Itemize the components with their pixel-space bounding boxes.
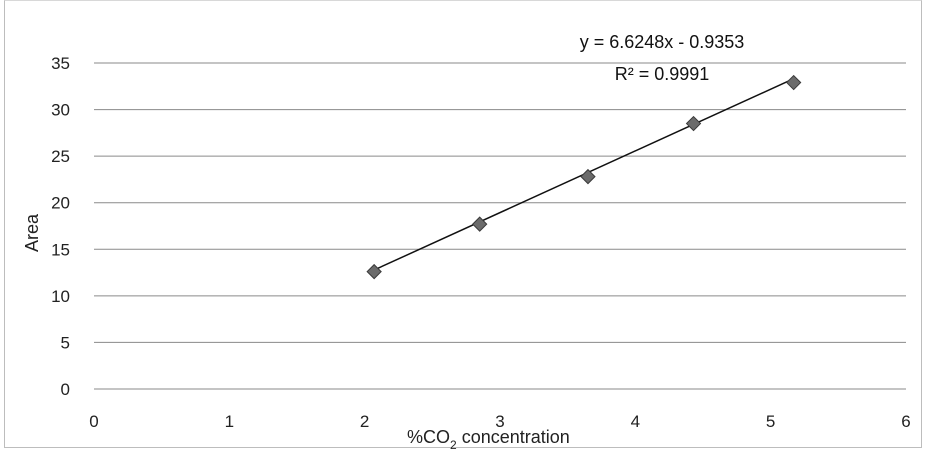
y-tick-label: 30: [51, 101, 70, 120]
data-point: [580, 168, 596, 185]
x-tick-label: 4: [631, 412, 640, 431]
x-tick-label: 1: [225, 412, 234, 431]
y-tick-label: 0: [61, 380, 70, 399]
y-tick-label: 15: [51, 240, 70, 259]
y-tick-label: 5: [61, 333, 70, 352]
trendline-equation: y = 6.6248x - 0.9353: [580, 32, 745, 52]
x-tick-labels: 0 1 2 3 4 5 6: [89, 412, 910, 431]
x-tick-label: 0: [89, 412, 98, 431]
x-axis-title-subscript: 2: [450, 438, 457, 451]
x-axis-title-prefix: %CO: [407, 427, 450, 447]
x-axis-title: %CO2 concentration: [407, 427, 570, 451]
x-tick-label: 6: [901, 412, 910, 431]
y-tick-label: 10: [51, 287, 70, 306]
x-tick-label: 3: [495, 412, 504, 431]
chart-area: [4, 0, 922, 448]
x-axis-title-suffix: concentration: [457, 427, 570, 447]
data-point: [785, 74, 802, 91]
gridlines: [94, 62, 906, 343]
y-tick-label: 20: [51, 194, 70, 213]
data-points: [366, 74, 802, 280]
data-point: [685, 115, 702, 132]
x-tick-label: 2: [360, 412, 369, 431]
data-point: [471, 216, 488, 232]
x-tick-label: 5: [766, 412, 775, 431]
data-point: [366, 263, 382, 280]
y-tick-labels: 0 5 10 15 20 25 30 35: [51, 54, 70, 399]
y-axis-title: Area: [22, 213, 42, 252]
y-tick-label: 25: [51, 147, 70, 166]
r-squared-label: R² = 0.9991: [615, 64, 710, 84]
y-tick-label: 35: [51, 54, 70, 73]
